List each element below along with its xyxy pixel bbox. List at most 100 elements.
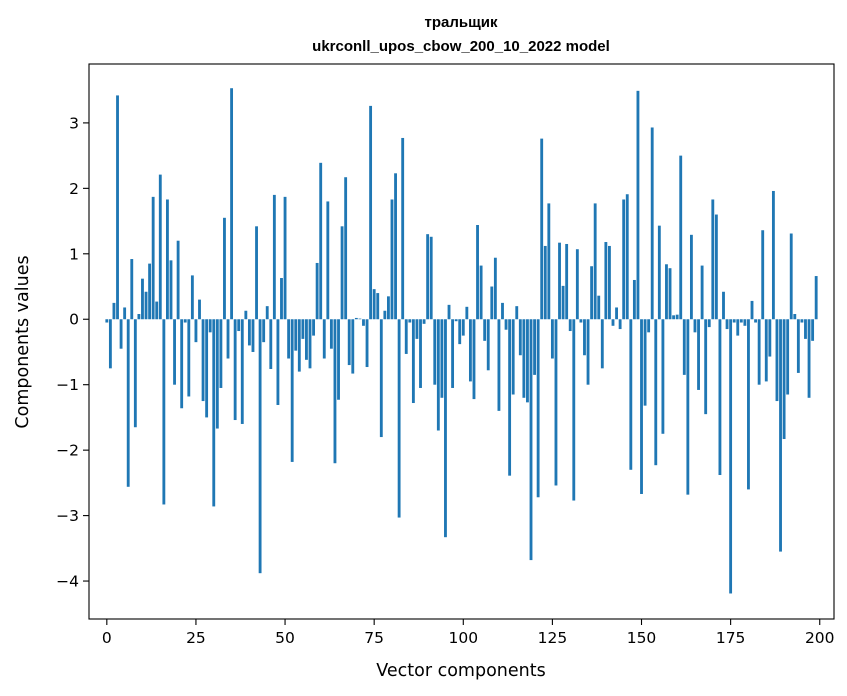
bar-194 <box>796 319 800 373</box>
bar-145 <box>622 199 626 320</box>
bar-5 <box>123 307 127 320</box>
y-tick-label: −4 <box>56 573 79 591</box>
bar-6 <box>126 319 130 487</box>
y-tick-label: −2 <box>56 442 79 460</box>
bar-89 <box>422 319 426 324</box>
bar-62 <box>326 201 330 320</box>
bar-94 <box>440 319 444 398</box>
bar-142 <box>611 319 615 326</box>
bar-104 <box>476 225 479 320</box>
bar-154 <box>654 319 658 466</box>
y-tick-label: −3 <box>56 507 79 525</box>
bar-158 <box>668 268 672 320</box>
bar-69 <box>351 319 355 374</box>
bar-90 <box>426 234 430 320</box>
bar-118 <box>526 319 529 403</box>
bar-56 <box>305 319 308 360</box>
y-tick-label: 1 <box>69 245 79 263</box>
bar-23 <box>187 319 191 397</box>
x-tick-label: 125 <box>538 629 568 647</box>
bar-143 <box>615 307 618 320</box>
bar-164 <box>689 234 693 320</box>
bar-16 <box>162 319 166 505</box>
bar-175 <box>729 319 733 594</box>
bar-44 <box>262 319 266 343</box>
bar-147 <box>629 319 633 470</box>
bar-30 <box>212 319 216 507</box>
bar-54 <box>297 319 301 372</box>
bar-96 <box>447 304 451 320</box>
bar-39 <box>244 310 248 320</box>
bar-99 <box>458 319 462 345</box>
bar-77 <box>379 319 383 438</box>
bar-174 <box>725 319 729 330</box>
bar-121 <box>536 319 540 498</box>
bar-49 <box>280 278 283 320</box>
bar-80 <box>390 199 394 320</box>
bar-102 <box>468 319 472 382</box>
bar-117 <box>522 319 526 398</box>
bar-165 <box>693 319 697 333</box>
bar-195 <box>800 319 804 323</box>
bar-171 <box>714 214 718 320</box>
bar-138 <box>597 295 601 320</box>
bar-68 <box>347 319 351 366</box>
bar-116 <box>518 319 522 356</box>
bar-76 <box>376 293 380 320</box>
bar-61 <box>322 319 326 359</box>
bar-198 <box>811 319 815 341</box>
x-tick-label: 25 <box>186 629 206 647</box>
bar-81 <box>394 173 397 320</box>
x-tick-label: 100 <box>448 629 478 647</box>
bar-124 <box>547 203 551 320</box>
bar-189 <box>779 319 782 552</box>
bar-141 <box>608 245 611 320</box>
bar-66 <box>340 226 344 320</box>
bar-17 <box>165 199 169 320</box>
bar-160 <box>675 314 679 320</box>
bar-7 <box>130 259 134 320</box>
bar-106 <box>483 319 487 341</box>
bar-18 <box>169 260 173 320</box>
bar-152 <box>647 319 651 333</box>
bar-150 <box>640 319 643 494</box>
y-tick-label: 3 <box>69 114 79 132</box>
bar-41 <box>251 319 255 352</box>
bar-178 <box>739 319 743 323</box>
bar-146 <box>625 194 629 320</box>
bar-86 <box>411 319 415 404</box>
bar-156 <box>661 319 665 434</box>
bar-13 <box>151 196 155 320</box>
bar-176 <box>732 319 736 323</box>
bar-199 <box>814 276 818 320</box>
bar-38 <box>240 319 244 424</box>
bar-93 <box>436 319 440 431</box>
bar-85 <box>408 319 412 323</box>
bar-169 <box>707 319 711 328</box>
plot-frame <box>88 63 835 620</box>
bar-88 <box>419 319 422 388</box>
bar-120 <box>533 319 536 375</box>
bar-197 <box>807 319 811 398</box>
bar-133 <box>579 319 583 323</box>
bar-97 <box>451 319 455 388</box>
bar-191 <box>786 319 790 395</box>
bar-153 <box>650 127 654 320</box>
x-tick-label: 150 <box>627 629 657 647</box>
bar-71 <box>358 318 362 320</box>
bar-103 <box>472 319 476 400</box>
bar-144 <box>618 319 622 330</box>
bar-172 <box>718 319 722 476</box>
bar-33 <box>223 217 226 320</box>
bar-186 <box>768 319 772 357</box>
bar-73 <box>365 319 369 368</box>
bar-43 <box>258 319 262 574</box>
bar-98 <box>454 319 458 322</box>
x-axis-label: Vector components <box>376 661 545 681</box>
y-axis-label: Components values <box>13 255 33 428</box>
x-axis-ticks: 0 25 50 75 100 125 150 175 200 <box>102 619 835 647</box>
bar-130 <box>568 319 572 332</box>
bar-100 <box>461 319 465 336</box>
bar-42 <box>255 226 258 320</box>
bar-114 <box>511 319 515 395</box>
